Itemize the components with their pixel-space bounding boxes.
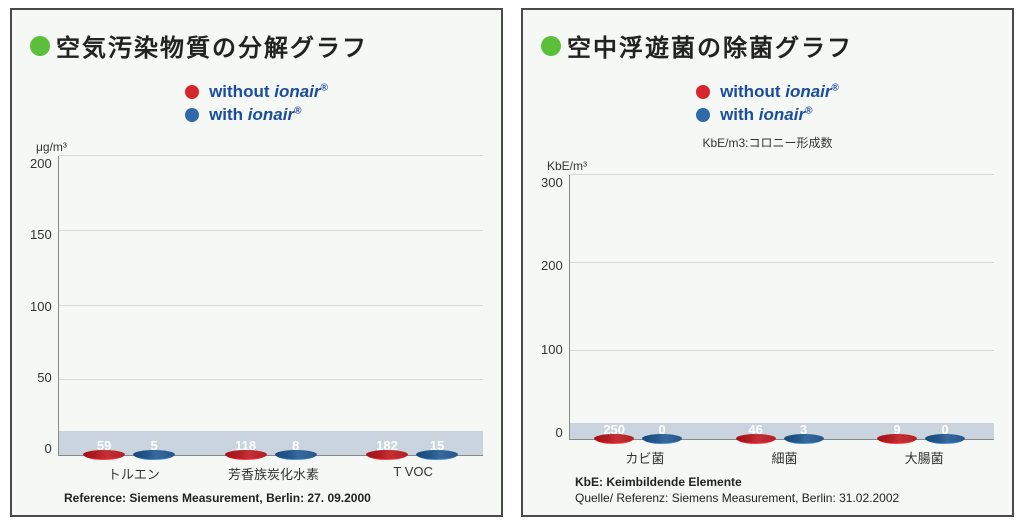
left-chart: 200 150 100 50 0 59 5 118 8 182 15 xyxy=(30,156,483,456)
legend-brand: ionair xyxy=(274,82,320,101)
right-reference-1: KbE: Keimbildende Elemente xyxy=(575,475,994,489)
gridline xyxy=(59,305,483,306)
legend-with: with ionair® xyxy=(185,105,328,125)
legend-with: with ionair® xyxy=(696,105,839,125)
bar-value: 46 xyxy=(748,422,762,437)
y-tick: 0 xyxy=(44,441,51,456)
y-tick: 50 xyxy=(37,370,51,385)
legend-without-text: without ionair® xyxy=(720,82,839,102)
legend-with-prefix: with xyxy=(209,105,248,124)
legend-dot-red xyxy=(185,85,199,99)
right-reference-2: Quelle/ Referenz: Siemens Measurement, B… xyxy=(575,491,994,505)
legend-without: without ionair® xyxy=(696,82,839,102)
right-plot: 250 0 46 3 9 0 xyxy=(569,175,994,440)
gridline xyxy=(59,379,483,380)
legend-brand: ionair xyxy=(759,105,805,124)
gridline xyxy=(570,350,994,351)
legend-brand: ionair xyxy=(248,105,294,124)
bar-value: 182 xyxy=(376,438,398,453)
y-tick: 100 xyxy=(30,299,52,314)
legend-dot-blue xyxy=(185,108,199,122)
left-plot: 59 5 118 8 182 15 xyxy=(58,156,483,456)
bar-value: 3 xyxy=(800,422,807,437)
y-tick: 0 xyxy=(555,425,562,440)
bullet-icon xyxy=(541,36,561,56)
left-title-row: 空気汚染物質の分解グラフ xyxy=(30,28,483,63)
x-label: カビ菌 xyxy=(575,448,715,467)
right-y-unit: KbE/m³ xyxy=(547,159,994,173)
legend-without-text: without ionair® xyxy=(209,82,328,102)
right-chart: 300 200 100 0 250 0 46 3 9 0 xyxy=(541,175,994,440)
gridline xyxy=(59,155,483,156)
legend-reg: ® xyxy=(321,82,328,93)
legend: without ionair® with ionair® xyxy=(696,79,839,128)
bar-value: 15 xyxy=(430,438,444,453)
legend-reg: ® xyxy=(294,105,301,116)
right-title: 空中浮遊菌の除菌グラフ xyxy=(567,28,853,63)
right-panel: 空中浮遊菌の除菌グラフ without ionair® with ionair®… xyxy=(521,8,1014,517)
left-x-labels: トルエン芳香族炭化水素T VOC xyxy=(64,464,483,483)
x-label: トルエン xyxy=(64,464,204,483)
legend-without-prefix: without xyxy=(720,82,785,101)
legend-reg: ® xyxy=(805,105,812,116)
legend-without: without ionair® xyxy=(185,82,328,102)
bar-value: 0 xyxy=(659,422,666,437)
bar-value: 0 xyxy=(941,422,948,437)
legend-dot-blue xyxy=(696,108,710,122)
bullet-icon xyxy=(30,36,50,56)
legend-brand: ionair xyxy=(785,82,831,101)
right-x-labels: カビ菌細菌大腸菌 xyxy=(575,448,994,467)
y-tick: 200 xyxy=(30,156,52,171)
right-y-axis: 300 200 100 0 xyxy=(541,175,569,440)
x-label: T VOC xyxy=(343,464,483,483)
bar-value: 9 xyxy=(893,422,900,437)
legend-without-prefix: without xyxy=(209,82,274,101)
legend-with-text: with ionair® xyxy=(209,105,301,125)
y-tick: 100 xyxy=(541,342,563,357)
legend-reg: ® xyxy=(832,82,839,93)
left-reference: Reference: Siemens Measurement, Berlin: … xyxy=(64,491,483,505)
legend-with-prefix: with xyxy=(720,105,759,124)
left-y-axis: 200 150 100 50 0 xyxy=(30,156,58,456)
right-subnote: KbE/m3:コロニー形成数 xyxy=(541,134,994,151)
y-tick: 200 xyxy=(541,258,563,273)
gridline xyxy=(570,262,994,263)
x-label: 大腸菌 xyxy=(854,448,994,467)
left-panel: 空気汚染物質の分解グラフ without ionair® with ionair… xyxy=(10,8,503,517)
legend: without ionair® with ionair® xyxy=(185,79,328,128)
x-label: 芳香族炭化水素 xyxy=(204,464,344,483)
left-title: 空気汚染物質の分解グラフ xyxy=(56,28,368,63)
right-title-row: 空中浮遊菌の除菌グラフ xyxy=(541,28,994,63)
gridline xyxy=(59,230,483,231)
y-tick: 300 xyxy=(541,175,563,190)
bar-value: 8 xyxy=(292,438,299,453)
y-tick: 150 xyxy=(30,227,52,242)
bar-value: 5 xyxy=(151,438,158,453)
bar-value: 118 xyxy=(235,438,256,453)
left-y-unit: μg/m³ xyxy=(36,140,483,154)
bar-value: 59 xyxy=(97,438,111,453)
bar-value: 250 xyxy=(603,422,625,437)
x-label: 細菌 xyxy=(715,448,855,467)
legend-with-text: with ionair® xyxy=(720,105,812,125)
legend-dot-red xyxy=(696,85,710,99)
gridline xyxy=(570,174,994,175)
